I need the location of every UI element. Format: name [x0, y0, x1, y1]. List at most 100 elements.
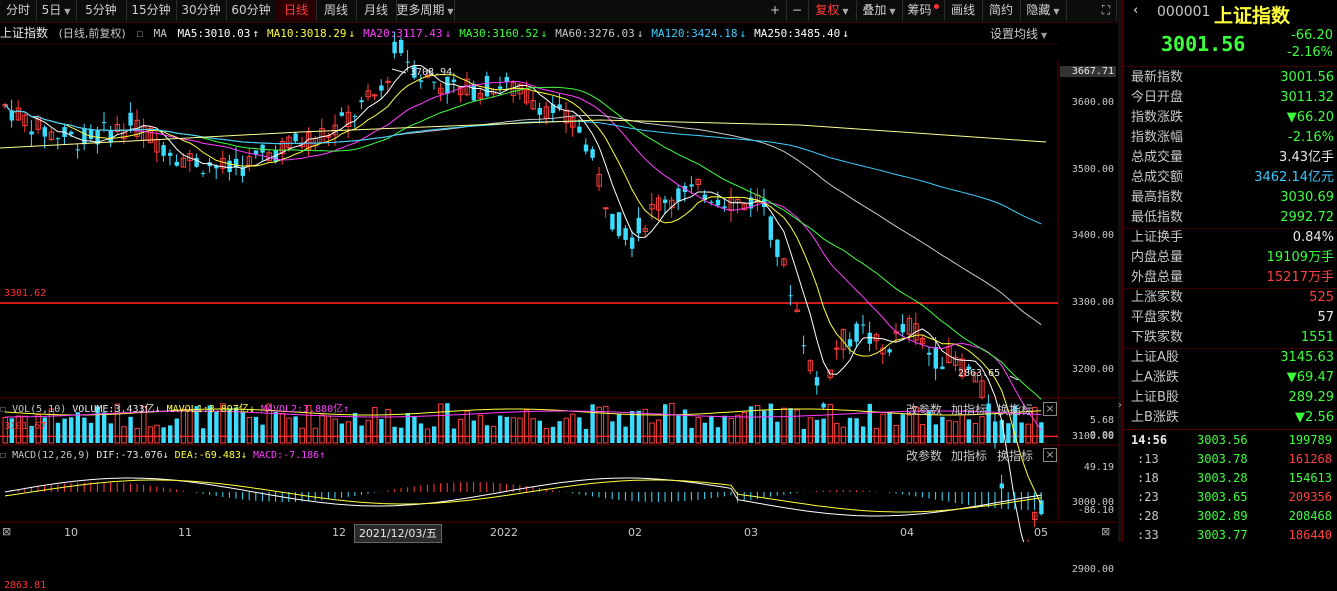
- volume-bar: [180, 408, 187, 444]
- close-icon[interactable]: ×: [1043, 448, 1057, 462]
- scroll-left-icon[interactable]: ⊠: [2, 525, 12, 538]
- mavol1-line: [4, 408, 1042, 416]
- candle-down: [201, 172, 206, 174]
- ma-line-250: [0, 119, 1047, 149]
- period-tab-3[interactable]: 15分钟: [126, 0, 177, 21]
- candle-down: [418, 80, 424, 82]
- vol-label: VOL(5,10): [12, 404, 67, 415]
- macd_panel-button-0[interactable]: 改参数: [906, 449, 943, 463]
- ma-legend-item: MA10:3018.29 ↓: [266, 27, 356, 40]
- candle-up: [438, 87, 444, 94]
- macd-checkbox[interactable]: ☐: [0, 450, 7, 461]
- stat-value: ▼2.56: [1295, 410, 1334, 425]
- stat-row: 内盘总量 19109万手: [1123, 248, 1337, 268]
- volume-bar: [15, 415, 22, 444]
- chart-subtitle: (日线,前复权): [58, 27, 126, 40]
- volume-bar: [325, 415, 332, 444]
- volume-bar: [332, 418, 338, 444]
- period-tab-9[interactable]: 更多周期 ▼: [396, 0, 455, 21]
- candle-up: [972, 372, 979, 383]
- volume-bar: [655, 419, 662, 444]
- candle-down: [29, 131, 34, 135]
- stat-label: 上涨家数: [1131, 290, 1184, 305]
- period-tab-8[interactable]: 月线: [356, 0, 397, 21]
- candle-up: [979, 380, 985, 398]
- x-axis-label: 02: [628, 526, 642, 539]
- volume-bar: [814, 419, 820, 443]
- kline-chart[interactable]: [0, 0, 1118, 542]
- volume-bar: [689, 427, 694, 443]
- volume-bar: [432, 426, 437, 443]
- scroll-right-icon[interactable]: ⊠: [1101, 525, 1111, 538]
- toolbar-button-7[interactable]: 隐藏 ▼: [1020, 0, 1067, 21]
- volume-bar: [709, 416, 714, 443]
- period-tab-6[interactable]: 日线: [276, 0, 317, 21]
- candle-down: [352, 115, 358, 117]
- toolbar-button-6[interactable]: 简约: [982, 0, 1021, 21]
- volume-bar: [253, 416, 259, 443]
- period-tab-2[interactable]: 5分钟: [76, 0, 127, 21]
- volume-bar: [873, 427, 880, 444]
- stat-label: 最低指数: [1131, 210, 1184, 225]
- ma-checkbox[interactable]: ☐: [136, 27, 143, 40]
- ma-settings-button[interactable]: 设置均线 ▼: [990, 27, 1048, 41]
- stat-label: 指数涨幅: [1131, 130, 1184, 145]
- collapse-arrow-icon[interactable]: ›: [1118, 400, 1122, 411]
- period-tab-4[interactable]: 30分钟: [176, 0, 227, 21]
- volume-bar: [695, 417, 701, 444]
- macd_panel-button-2[interactable]: 换指标: [997, 449, 1034, 463]
- stat-label: 总成交量: [1131, 150, 1184, 165]
- back-arrow-icon[interactable]: ‹: [1133, 3, 1139, 18]
- macd_panel-button-1[interactable]: 加指标: [951, 449, 988, 463]
- toolbar-button-5[interactable]: 画线: [944, 0, 983, 21]
- candle-up: [477, 92, 484, 99]
- candle-down: [557, 104, 562, 109]
- x-axis-label: 10: [64, 526, 78, 539]
- tick-row: :33 3003.77 186440: [1123, 526, 1337, 545]
- close-icon[interactable]: ×: [1043, 402, 1057, 416]
- candle-down: [161, 145, 166, 156]
- candle-down: [55, 138, 61, 140]
- volume-bar: [1012, 405, 1018, 443]
- price-axis-label: 3400.00: [1071, 230, 1114, 242]
- period-tab-7[interactable]: 周线: [316, 0, 357, 21]
- volume-bar: [940, 416, 945, 443]
- toolbar-button-1[interactable]: −: [786, 0, 809, 21]
- candle-down: [451, 79, 457, 82]
- fullscreen-icon[interactable]: ⛶: [1096, 0, 1117, 21]
- candle-down: [445, 76, 450, 94]
- vertical-divider: [1118, 0, 1122, 542]
- stat-value: 1551: [1300, 330, 1334, 345]
- dif-line: [4, 477, 1042, 517]
- toolbar-button-3[interactable]: 叠加 ▼: [856, 0, 903, 21]
- macd-axis-top: 49.19: [1083, 462, 1114, 473]
- stat-row: 指数涨幅 -2.16%: [1123, 128, 1337, 148]
- volume_panel-button-1[interactable]: 加指标: [951, 403, 988, 417]
- volume-bar: [722, 415, 727, 443]
- notification-dot-icon: [933, 4, 939, 9]
- x-axis-label: 12: [332, 526, 346, 539]
- vol-checkbox[interactable]: ☐: [0, 404, 7, 415]
- period-tab-0[interactable]: 分时: [0, 0, 37, 21]
- period-tab-1[interactable]: 5日 ▼: [36, 0, 77, 21]
- candle-down: [630, 237, 635, 249]
- dea-value: DEA:-69.483: [174, 450, 241, 461]
- ma-label: MA: [153, 27, 167, 40]
- tick-time: :13: [1137, 452, 1159, 466]
- stat-value: 3462.14亿元: [1254, 170, 1334, 185]
- volume_panel-button-2[interactable]: 换指标: [997, 403, 1034, 417]
- stat-label: 上证A股: [1131, 350, 1179, 365]
- toolbar-button-0[interactable]: +: [764, 0, 787, 21]
- volume-bar: [55, 422, 61, 443]
- volume-bar: [128, 416, 133, 443]
- stat-label: 外盘总量: [1131, 270, 1184, 285]
- volume-bar: [471, 420, 476, 443]
- volume-bar: [523, 409, 530, 444]
- toolbar-button-4[interactable]: 筹码: [902, 0, 945, 21]
- volume_panel-button-0[interactable]: 改参数: [906, 403, 943, 417]
- tick-volume: 186440: [1288, 528, 1332, 542]
- caret-down-icon: ▼: [1053, 7, 1060, 16]
- candle-down: [689, 184, 694, 187]
- toolbar-button-2[interactable]: 复权 ▼: [808, 0, 857, 21]
- volume-bar: [392, 426, 397, 443]
